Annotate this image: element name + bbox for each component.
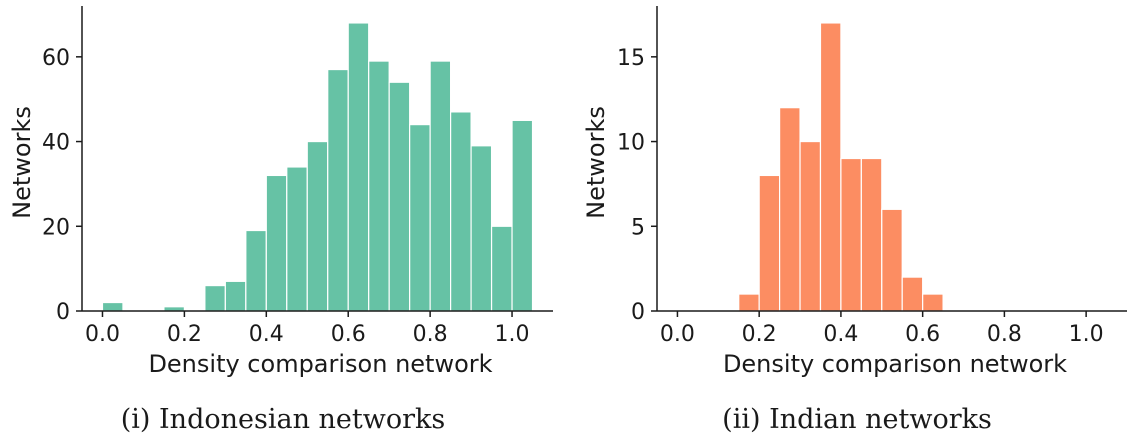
indonesian-bar: [347, 22, 370, 312]
indonesian-x-axis-label: Density comparison network: [148, 350, 492, 378]
indian-bar: [881, 208, 903, 312]
indian-caption: (ii) Indian networks: [722, 404, 992, 435]
indian-y-tick-label: 15: [617, 46, 645, 71]
indian-x-tick-label: 0.4: [823, 322, 858, 347]
indian-bar: [758, 174, 781, 312]
indonesian-bar: [429, 60, 452, 312]
indonesian-bar: [470, 145, 493, 312]
indian-x-tick-label: 0.2: [742, 322, 777, 347]
indonesian-x-tick-label: 0.0: [85, 322, 120, 347]
indonesian-bar: [101, 301, 124, 312]
indian-y-tick-label: 10: [617, 131, 645, 156]
indian-x-axis-label: Density comparison network: [723, 350, 1067, 378]
indian-x-tick-label: 0.6: [905, 322, 940, 347]
indonesian-y-tick-label: 60: [42, 46, 70, 71]
indonesian-bar: [306, 140, 329, 312]
indonesian-caption: (i) Indonesian networks: [121, 404, 446, 435]
indonesian-bar: [224, 280, 247, 312]
indian-bar: [819, 22, 842, 312]
indonesian-bar: [368, 60, 390, 312]
indian-y-tick-label: 5: [631, 215, 645, 240]
indonesian-bar: [245, 229, 267, 312]
indian-x-tick-label: 0.0: [660, 322, 695, 347]
indonesian-x-tick-label: 0.4: [249, 322, 284, 347]
indonesian-bar: [327, 68, 349, 312]
indian-x-tick-label: 0.8: [987, 322, 1022, 347]
indonesian-y-axis-label: Networks: [8, 106, 36, 219]
indonesian-bar: [265, 174, 288, 312]
indonesian-x-tick-label: 0.8: [413, 322, 448, 347]
indonesian-bar: [388, 81, 411, 312]
indian-bar: [860, 157, 883, 312]
indian-y-tick-label: 0: [631, 300, 645, 325]
indian-bar: [738, 293, 760, 312]
indian-bar: [901, 276, 924, 312]
indonesian-x-tick-label: 0.2: [167, 322, 202, 347]
indonesian-bar: [450, 111, 472, 312]
indonesian-y-tick-label: 0: [56, 300, 70, 325]
indian-x-tick-label: 1.0: [1069, 322, 1104, 347]
indonesian-x-tick-label: 1.0: [495, 322, 530, 347]
indian-bar: [779, 107, 801, 312]
indonesian-bar: [409, 124, 431, 312]
indian-bar: [922, 293, 944, 312]
indonesian-bar: [511, 119, 534, 312]
indonesian-bar: [286, 166, 308, 312]
indonesian-y-tick-label: 20: [42, 215, 70, 240]
indian-y-axis-label: Networks: [582, 106, 610, 219]
indonesian-bar: [490, 225, 513, 312]
indonesian-x-tick-label: 0.6: [331, 322, 366, 347]
indonesian-y-tick-label: 40: [42, 131, 70, 156]
indian-bar: [799, 140, 822, 312]
indian-bar: [840, 157, 862, 312]
indonesian-bar: [204, 284, 226, 312]
